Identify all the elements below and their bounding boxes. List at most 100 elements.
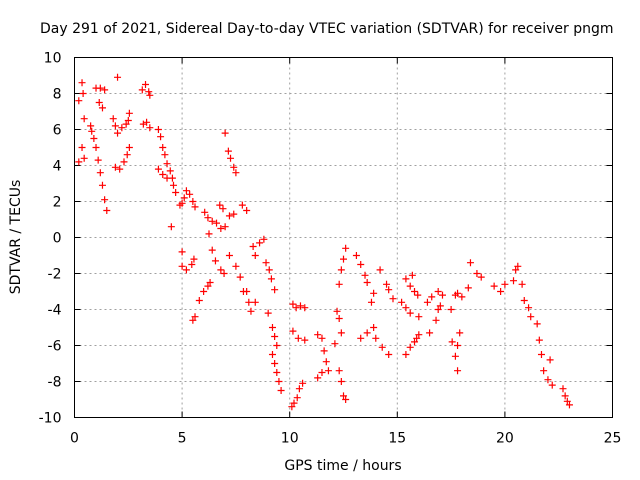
data-point [436,302,444,310]
y-tick-label: -8 [48,375,62,391]
data-point [428,293,436,301]
data-point [451,352,459,360]
data-point [79,90,87,97]
data-point [273,369,281,376]
data-point [525,304,533,312]
data-point [535,336,543,344]
data-point [342,396,350,403]
data-point [154,126,162,133]
data-point [533,320,541,328]
data-point [342,244,350,252]
data-point [143,118,151,126]
data-point [271,360,279,367]
data-point [200,288,208,295]
data-point [408,271,416,279]
data-point [78,144,86,151]
data-point [251,252,259,259]
data-point [565,401,573,409]
data-point [367,298,375,306]
data-point [372,334,380,342]
data-point [182,266,190,274]
data-point [109,115,117,123]
data-point [473,270,481,277]
data-point [352,252,360,259]
data-point [434,288,442,295]
data-point [167,223,175,231]
data-point [96,169,104,177]
data-point [118,124,126,132]
data-points [75,73,573,411]
data-point [227,154,235,162]
data-point [75,97,83,105]
data-point [477,273,485,281]
data-point [182,187,190,195]
data-point [204,214,212,222]
data-point [340,392,347,400]
data-point [268,324,276,331]
data-point [322,358,330,366]
data-point [191,203,199,211]
data-point [208,246,216,254]
data-point [340,255,347,263]
data-point [80,115,88,123]
data-point [512,266,520,274]
data-point [299,379,307,387]
data-point [271,286,279,294]
data-point [225,252,233,259]
data-point [178,262,186,270]
data-point [111,163,119,171]
data-point [216,201,224,209]
data-point [159,171,167,178]
data-point [125,109,133,117]
data-point [178,248,186,256]
data-point [267,275,275,283]
data-point [124,117,132,124]
data-point [318,369,326,376]
data-point [415,331,423,339]
data-point [289,300,297,308]
data-point [243,288,251,295]
data-point [220,270,228,277]
data-point [190,255,198,263]
data-point [402,275,410,283]
data-point [546,356,554,364]
data-point [335,367,343,375]
data-point [268,351,276,358]
data-point [195,297,203,304]
data-point [548,381,556,389]
data-point [273,342,281,349]
data-point [94,156,102,164]
data-point [249,243,257,250]
data-point [357,334,365,342]
data-point [561,392,569,400]
y-tick-labels: -10 -8 -6 -4 -2 0 2 4 6 8 10 [39,51,62,427]
y-tick-label: -4 [48,303,62,319]
data-point [188,261,196,268]
data-point [423,298,431,306]
data-point [288,403,296,411]
data-point [95,99,103,106]
data-point [101,196,109,204]
data-point [331,340,339,348]
data-point [256,239,264,247]
data-point [243,207,251,214]
data-point [98,104,106,112]
data-point [157,133,165,141]
data-point [154,165,162,173]
chart-title: Day 291 of 2021, Sidereal Day-to-day VTE… [40,21,614,37]
data-point [527,313,535,321]
data-point [92,144,100,151]
y-tick-label: 4 [53,159,62,175]
data-point [337,266,345,274]
data-point [510,277,518,285]
data-point [232,169,240,177]
data-point [398,298,406,306]
data-point [116,165,124,173]
data-point [402,351,410,358]
data-point [96,84,104,92]
data-point [389,295,397,303]
data-point [490,282,498,290]
data-point [146,124,154,132]
data-point [514,262,522,270]
